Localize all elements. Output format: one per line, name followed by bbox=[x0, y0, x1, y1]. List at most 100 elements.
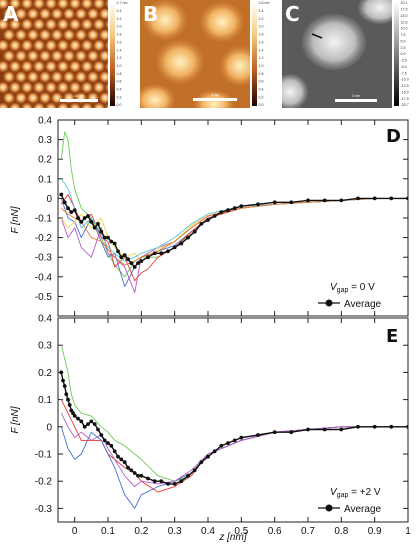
image-b-colorbar bbox=[252, 2, 257, 106]
image-a-molecule bbox=[74, 8, 88, 21]
chart-d-x-ticks bbox=[74, 120, 409, 316]
chart-d-average-point bbox=[86, 214, 90, 218]
chart-d-average-point bbox=[232, 206, 237, 211]
image-a-molecule bbox=[62, 29, 76, 42]
image-a-molecule bbox=[50, 29, 64, 42]
image-a-molecule bbox=[20, 60, 34, 74]
chart-d-ytick-label: 0.3 bbox=[38, 135, 52, 146]
image-b-colorbar-tick: 2.0 bbox=[259, 25, 264, 29]
chart-e-ylabel-text: F [nN] bbox=[10, 406, 21, 433]
chart-d-average-point bbox=[126, 257, 130, 262]
image-a-molecule bbox=[68, 81, 82, 95]
image-b-colorbar-tick: 0.6 bbox=[259, 80, 264, 84]
chart-d-average-point bbox=[136, 261, 140, 265]
image-a-molecule bbox=[14, 92, 28, 105]
chart-d-ytick-label: -0.5 bbox=[35, 292, 53, 303]
image-a-molecule bbox=[20, 18, 34, 32]
chart-d-ylabel: F [nN] bbox=[10, 206, 21, 233]
chart-e-average-point bbox=[89, 419, 94, 424]
image-a-molecule bbox=[26, 92, 40, 105]
chart-d-curve-6 bbox=[60, 178, 408, 262]
image-a-molecule bbox=[26, 50, 40, 63]
image-b-colorbar-tick: 1.8 bbox=[259, 33, 264, 37]
chart-e-average-point bbox=[272, 430, 277, 435]
image-c-colorbar-tick: 20.1 bbox=[401, 1, 408, 5]
chart-d-y-ticks: 0.4 0.3 0.2 0.1 0 -0.1 -0.2 -0.3 -0.4 -0.5 bbox=[35, 116, 408, 303]
chart-e-legend-v: V bbox=[330, 487, 338, 498]
chart-e-average-point bbox=[239, 435, 244, 440]
image-a-molecule bbox=[98, 71, 108, 84]
image-a-molecule bbox=[38, 71, 52, 84]
image-a-molecule bbox=[86, 29, 100, 42]
chart-d-ytick-label: 0.2 bbox=[38, 155, 52, 166]
chart-e-xtick-label: 0.8 bbox=[334, 526, 348, 537]
image-panel-c: 3 nm C 20.1 17.5 15.0 12.5 10.0 7.5 5.0 2.5 0.0 -… bbox=[282, 0, 409, 108]
image-b-colorbar-tick: 0.0 bbox=[259, 103, 264, 107]
chart-e-average-line bbox=[60, 372, 408, 485]
image-a-colorbar-tick: 1.6 bbox=[117, 40, 122, 44]
image-a-molecule bbox=[104, 19, 108, 31]
image-a-colorbar-tick: 0.2 bbox=[117, 95, 122, 99]
image-a-molecule bbox=[32, 18, 46, 32]
chart-e-average-point bbox=[139, 473, 144, 478]
image-b-scalebar-label: 2 nm bbox=[211, 93, 219, 97]
image-b-colorbar-tick: 2.6 nm bbox=[259, 1, 270, 5]
chart-d-average-point bbox=[172, 245, 177, 250]
chart-e-average-point bbox=[106, 441, 110, 445]
image-a-molecule bbox=[104, 103, 108, 108]
chart-d-average-point bbox=[239, 204, 244, 209]
image-a-molecule bbox=[44, 18, 58, 32]
chart-e-average-point bbox=[64, 392, 69, 397]
image-a-colorbar-tick: 1.4 bbox=[117, 48, 122, 52]
image-a-molecule-lattice bbox=[0, 0, 108, 108]
image-a-molecule bbox=[92, 81, 106, 95]
chart-d-ytick-label: 0 bbox=[46, 194, 52, 205]
chart-e-average-point bbox=[61, 378, 65, 383]
chart-e-average-point bbox=[66, 397, 70, 402]
image-a-scalebar-label: 10 nm bbox=[74, 94, 84, 98]
chart-d-average-point bbox=[146, 255, 150, 260]
chart-e-xtick-label: 0.4 bbox=[201, 526, 215, 537]
chart-e-average-point bbox=[92, 422, 97, 426]
chart-e-legend-suffix: = +2 V bbox=[348, 487, 381, 498]
image-b-blob bbox=[156, 40, 204, 84]
chart-e-average-point bbox=[179, 479, 184, 484]
image-a-molecule bbox=[50, 50, 64, 63]
chart-d-average-point bbox=[212, 214, 217, 218]
image-b-blob bbox=[143, 0, 187, 40]
chart-e-xtick-label: 0.7 bbox=[301, 526, 315, 537]
chart-e-y-ticks: 0.4 0.3 0.2 0.1 0 -0.1 -0.2 -0.3 bbox=[35, 314, 408, 515]
chart-d-average-point bbox=[356, 196, 360, 201]
chart-d: 0.4 0.3 0.2 0.1 0 -0.1 -0.2 -0.3 -0.4 -0.5 D F [n… bbox=[10, 116, 409, 317]
chart-e-average-point bbox=[372, 424, 377, 429]
chart-e-label: E bbox=[386, 326, 398, 347]
image-a-molecule bbox=[20, 81, 34, 95]
image-b-colorbar-tick: 0.4 bbox=[259, 88, 264, 92]
image-panel-b: 2 nm B 2.6 nm 2.4 2.2 2.0 1.8 1.6 1.4 1.2 1.0 0.8… bbox=[140, 0, 270, 108]
chart-e-average-point bbox=[256, 433, 260, 437]
chart-e-xlabel: z [nm] bbox=[218, 532, 246, 543]
image-a-molecule bbox=[80, 39, 94, 53]
chart-d-average-point bbox=[372, 196, 377, 201]
image-c-arrow-icon bbox=[311, 33, 323, 39]
image-a-molecule bbox=[74, 50, 88, 63]
chart-e-average-point bbox=[166, 482, 170, 486]
chart-e-frame bbox=[57, 317, 409, 523]
chart-e-average-point bbox=[119, 457, 124, 462]
chart-d-average-point bbox=[59, 192, 64, 197]
chart-d-average-point bbox=[322, 198, 327, 203]
chart-d-average-point bbox=[92, 225, 97, 230]
image-a-molecule bbox=[98, 8, 108, 21]
chart-e-average-point bbox=[356, 424, 360, 429]
image-a-molecule bbox=[2, 29, 16, 42]
image-a-colorbar-tick: 0.0 bbox=[117, 103, 122, 107]
image-a-molecule bbox=[0, 81, 10, 95]
image-a-molecule bbox=[50, 71, 64, 84]
image-a-molecule bbox=[104, 61, 108, 73]
image-a-molecule bbox=[32, 102, 46, 108]
image-b-colorbar-tick: 1.0 bbox=[259, 64, 264, 68]
image-a-molecule bbox=[98, 92, 108, 105]
chart-e-average-point bbox=[219, 443, 224, 448]
image-a-molecule bbox=[74, 71, 88, 84]
chart-d-legend-condition: Vgap = 0 V bbox=[330, 282, 375, 294]
